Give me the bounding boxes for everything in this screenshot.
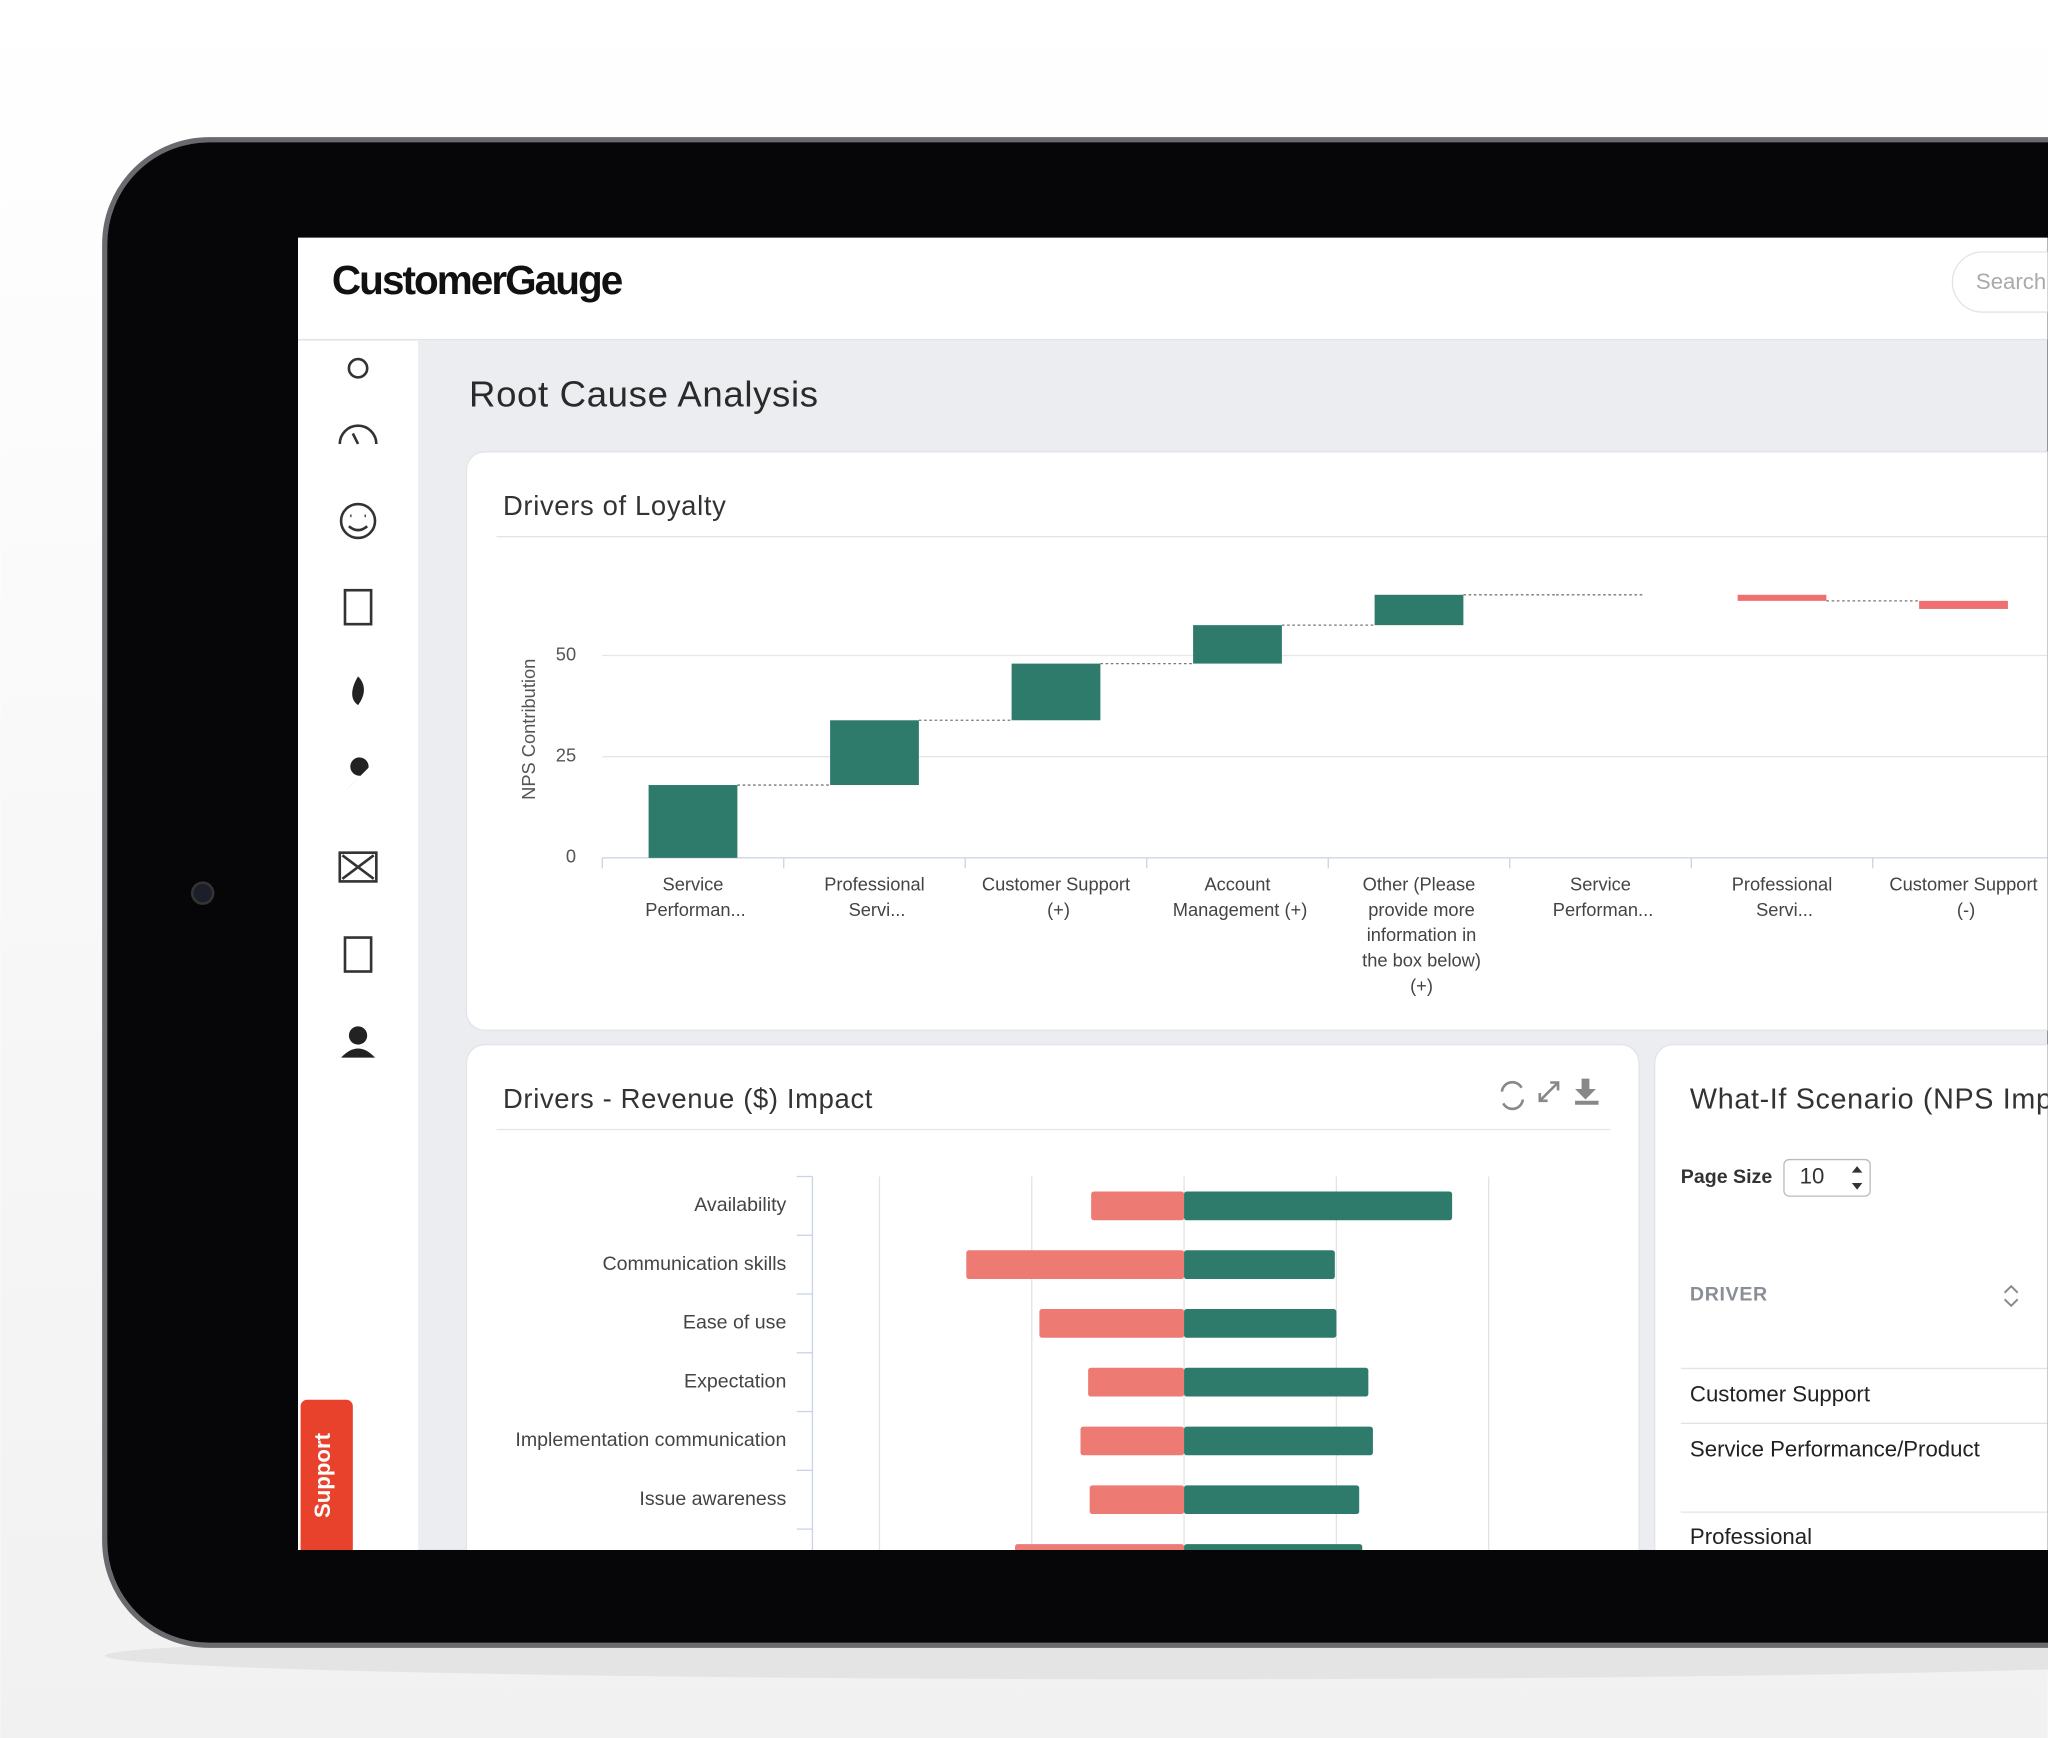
bar: [1184, 1250, 1335, 1280]
sidebar: [297, 340, 419, 1550]
y-tick-label: 25: [556, 745, 576, 766]
bar: [1080, 1426, 1185, 1456]
bar: [966, 1250, 1185, 1280]
waterfall-chart: NPS Contribution 0 25 50 Service Performan..…: [518, 594, 2048, 996]
x-tick-label: Professional Servi...: [1732, 873, 1833, 919]
top-bar: [297, 237, 2048, 340]
card-title: What-If Scenario (NPS Impact): [1690, 1083, 2048, 1115]
x-tick-label: Other (Please provide more information i…: [1357, 873, 1481, 996]
support-label[interactable]: Support: [310, 1432, 335, 1518]
bar: [1039, 1309, 1185, 1338]
nav-icon[interactable]: [348, 1026, 368, 1045]
page-size-select[interactable]: [1783, 1158, 1871, 1197]
bar: [1088, 1367, 1185, 1397]
y-tick-label: Availability: [694, 1194, 786, 1216]
sort-icon[interactable]: [2003, 1284, 2019, 1308]
search-placeholder: Search: [1976, 269, 2046, 294]
download-icon[interactable]: [1575, 1078, 1599, 1105]
tablet-camera: [190, 881, 215, 905]
card-title: Drivers - Revenue ($) Impact: [503, 1083, 873, 1114]
nav-icon[interactable]: [348, 514, 369, 532]
bar: [1184, 1544, 1363, 1550]
search-box[interactable]: [1951, 251, 2048, 313]
logo[interactable]: CustomerGauge: [332, 257, 625, 303]
bar: [1737, 594, 1827, 601]
nav-icon[interactable]: [341, 1048, 376, 1058]
x-tick-label: Customer Support (-): [1889, 873, 2037, 919]
x-tick-label: Service Performan...: [1548, 873, 1654, 919]
nav-icon[interactable]: [339, 502, 377, 540]
bar: [1184, 1485, 1360, 1515]
bar: [1184, 1309, 1337, 1338]
diverging-bar-chart: -2-1012AvailabilityCommunication skillsE…: [515, 1175, 1490, 1550]
bar: [1089, 1485, 1185, 1515]
bar: [1015, 1544, 1185, 1550]
y-tick-label: Issue awareness: [639, 1488, 786, 1510]
y-axis-label: NPS Contribution: [518, 659, 539, 800]
sidebar-icons[interactable]: [338, 357, 378, 1058]
table-cell: Service Performance/Product: [1690, 1437, 1980, 1462]
nav-icon[interactable]: [338, 424, 378, 445]
bar: [648, 785, 738, 858]
card: [465, 451, 2048, 1031]
y-tick-label: Expectation: [684, 1370, 786, 1392]
select-arrows: [1851, 1166, 1863, 1190]
bar: [1091, 1191, 1185, 1221]
x-tick-label: Customer Support (+): [982, 873, 1130, 919]
page-size-value[interactable]: 10: [1800, 1164, 1825, 1189]
nav-icon[interactable]: [352, 676, 364, 706]
bar: [1374, 594, 1464, 626]
y-tick-label: Communication skills: [602, 1253, 786, 1275]
nav-icon[interactable]: [341, 854, 375, 880]
bar: [830, 720, 919, 786]
x-tick-label: Service Performan...: [640, 873, 746, 919]
expand-icon[interactable]: [1538, 1081, 1560, 1103]
card: [465, 1043, 1640, 1550]
y-tick-label: 50: [556, 643, 576, 664]
table-cell: Professional: [1690, 1524, 1812, 1549]
page-title: Root Cause Analysis: [469, 374, 819, 415]
column-header[interactable]: DRIVER: [1690, 1284, 1768, 1306]
nav-icon[interactable]: [338, 851, 378, 883]
y-tick-label: Ease of use: [683, 1312, 787, 1334]
support-tab[interactable]: [300, 1399, 353, 1570]
bar: [1193, 625, 1282, 664]
nav-icon[interactable]: [342, 757, 369, 794]
y-tick-label: 0: [566, 846, 576, 867]
bar: [1184, 1367, 1369, 1397]
driver-table: Customer Support Service Performance/Prod…: [1680, 1367, 2048, 1549]
refresh-icon[interactable]: [1500, 1080, 1525, 1111]
page-size-label: Page Size: [1681, 1166, 1773, 1188]
bar: [1184, 1426, 1373, 1456]
y-tick-label: Implementation communication: [515, 1429, 786, 1451]
card-toolbar[interactable]: [1500, 1078, 1599, 1111]
bar: [1011, 663, 1101, 721]
screen: CustomerGauge Search Root Cause Analysis…: [297, 237, 2048, 1570]
nav-icon[interactable]: [347, 357, 369, 379]
x-tick-label: Professional Servi...: [824, 873, 925, 919]
card-title: Drivers of Loyalty: [503, 490, 726, 521]
bar: [1184, 1191, 1453, 1221]
table-cell: Customer Support: [1690, 1382, 1870, 1407]
nav-icon[interactable]: [343, 936, 373, 973]
x-tick-label: Account Management (+): [1168, 873, 1308, 919]
nav-icon[interactable]: [343, 588, 373, 626]
bar: [1919, 600, 2008, 609]
